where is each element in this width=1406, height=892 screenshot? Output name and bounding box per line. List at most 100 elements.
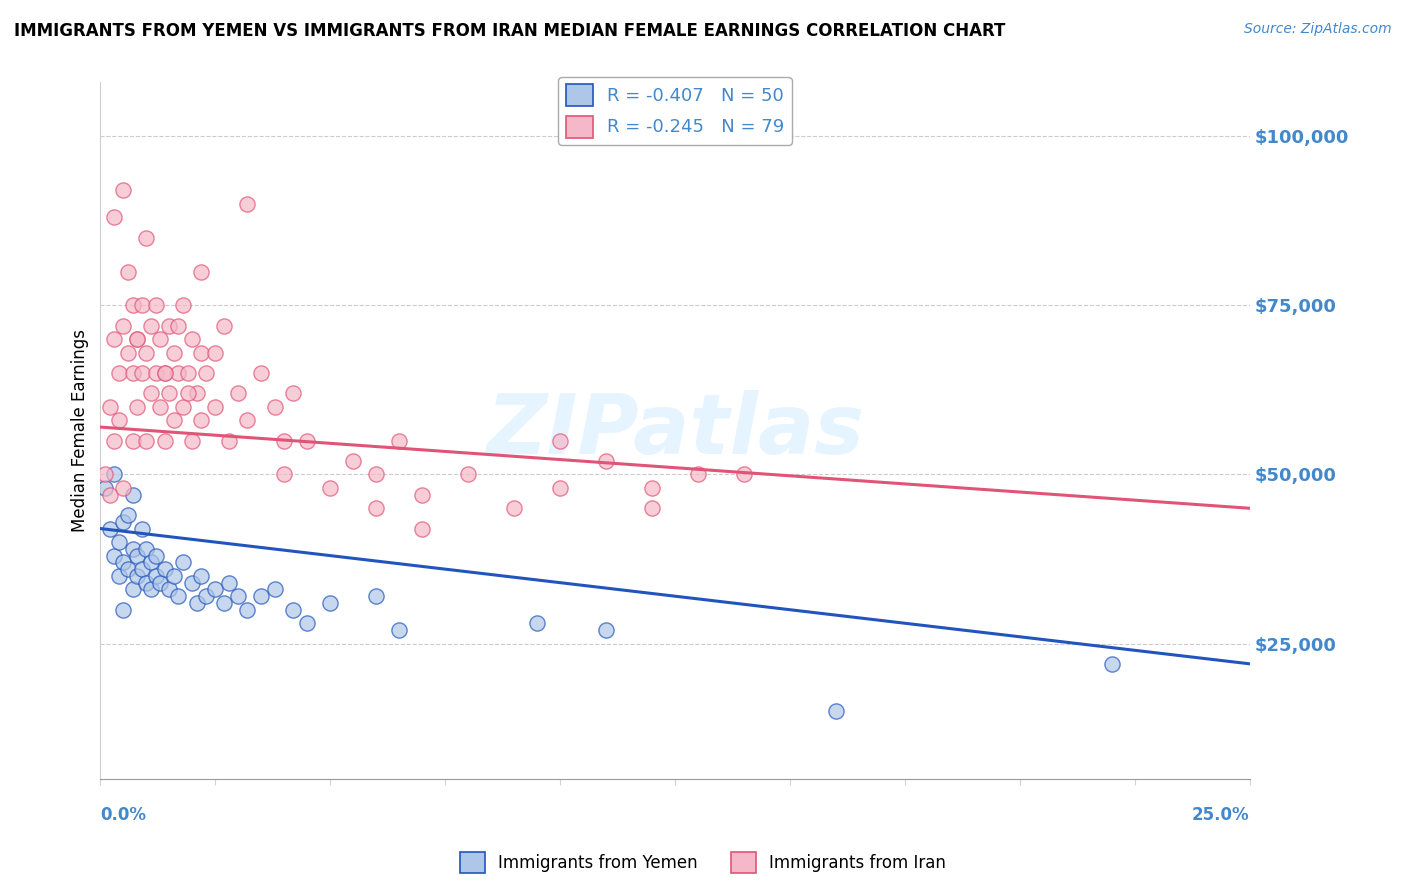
Point	[127, 332, 149, 346]
Point	[107, 366, 129, 380]
Point	[107, 535, 129, 549]
Point	[157, 318, 180, 333]
Point	[121, 366, 143, 380]
Point	[226, 589, 249, 603]
Point	[172, 555, 194, 569]
Point	[153, 366, 176, 380]
Point	[117, 345, 139, 359]
Text: 25.0%: 25.0%	[1192, 805, 1250, 824]
Point	[157, 386, 180, 401]
Point	[139, 582, 162, 597]
Point	[121, 582, 143, 597]
Point	[236, 197, 259, 211]
Point	[195, 366, 218, 380]
Point	[824, 704, 846, 718]
Point	[98, 400, 121, 414]
Point	[139, 386, 162, 401]
Point	[127, 569, 149, 583]
Point	[733, 467, 755, 482]
Point	[103, 434, 125, 448]
Point	[218, 575, 240, 590]
Point	[135, 541, 157, 556]
Text: ZIPatlas: ZIPatlas	[486, 390, 863, 471]
Point	[131, 562, 153, 576]
Point	[117, 264, 139, 278]
Point	[127, 332, 149, 346]
Point	[94, 467, 117, 482]
Text: 0.0%: 0.0%	[100, 805, 146, 824]
Point	[163, 413, 186, 427]
Point	[112, 515, 135, 529]
Point	[264, 582, 287, 597]
Point	[342, 454, 364, 468]
Point	[457, 467, 479, 482]
Point	[121, 541, 143, 556]
Point	[145, 549, 167, 563]
Point	[135, 434, 157, 448]
Point	[1101, 657, 1123, 671]
Point	[388, 623, 411, 637]
Point	[103, 549, 125, 563]
Point	[236, 413, 259, 427]
Point	[190, 413, 212, 427]
Legend: R = -0.407   N = 50, R = -0.245   N = 79: R = -0.407 N = 50, R = -0.245 N = 79	[558, 78, 792, 145]
Point	[145, 298, 167, 312]
Point	[388, 434, 411, 448]
Point	[163, 345, 186, 359]
Point	[103, 467, 125, 482]
Point	[153, 434, 176, 448]
Point	[176, 386, 198, 401]
Point	[548, 434, 571, 448]
Point	[250, 366, 273, 380]
Point	[176, 366, 198, 380]
Point	[595, 454, 617, 468]
Point	[264, 400, 287, 414]
Point	[526, 616, 548, 631]
Point	[186, 386, 208, 401]
Point	[190, 264, 212, 278]
Point	[641, 481, 664, 495]
Point	[181, 434, 204, 448]
Point	[112, 318, 135, 333]
Point	[204, 400, 226, 414]
Point	[167, 366, 190, 380]
Point	[172, 298, 194, 312]
Legend: Immigrants from Yemen, Immigrants from Iran: Immigrants from Yemen, Immigrants from I…	[453, 846, 953, 880]
Point	[98, 522, 121, 536]
Point	[283, 386, 305, 401]
Point	[135, 575, 157, 590]
Point	[153, 366, 176, 380]
Point	[195, 589, 218, 603]
Point	[411, 488, 433, 502]
Point	[641, 501, 664, 516]
Point	[214, 318, 236, 333]
Point	[98, 488, 121, 502]
Point	[112, 183, 135, 197]
Point	[117, 508, 139, 522]
Point	[131, 366, 153, 380]
Point	[121, 488, 143, 502]
Point	[297, 616, 319, 631]
Point	[366, 467, 388, 482]
Point	[107, 413, 129, 427]
Point	[181, 575, 204, 590]
Point	[112, 481, 135, 495]
Point	[190, 345, 212, 359]
Point	[145, 569, 167, 583]
Point	[153, 562, 176, 576]
Point	[181, 332, 204, 346]
Point	[135, 345, 157, 359]
Point	[117, 562, 139, 576]
Point	[157, 582, 180, 597]
Point	[226, 386, 249, 401]
Point	[167, 589, 190, 603]
Point	[595, 623, 617, 637]
Point	[145, 366, 167, 380]
Point	[94, 481, 117, 495]
Point	[319, 596, 342, 610]
Point	[366, 589, 388, 603]
Point	[127, 549, 149, 563]
Point	[236, 603, 259, 617]
Point	[121, 434, 143, 448]
Point	[319, 481, 342, 495]
